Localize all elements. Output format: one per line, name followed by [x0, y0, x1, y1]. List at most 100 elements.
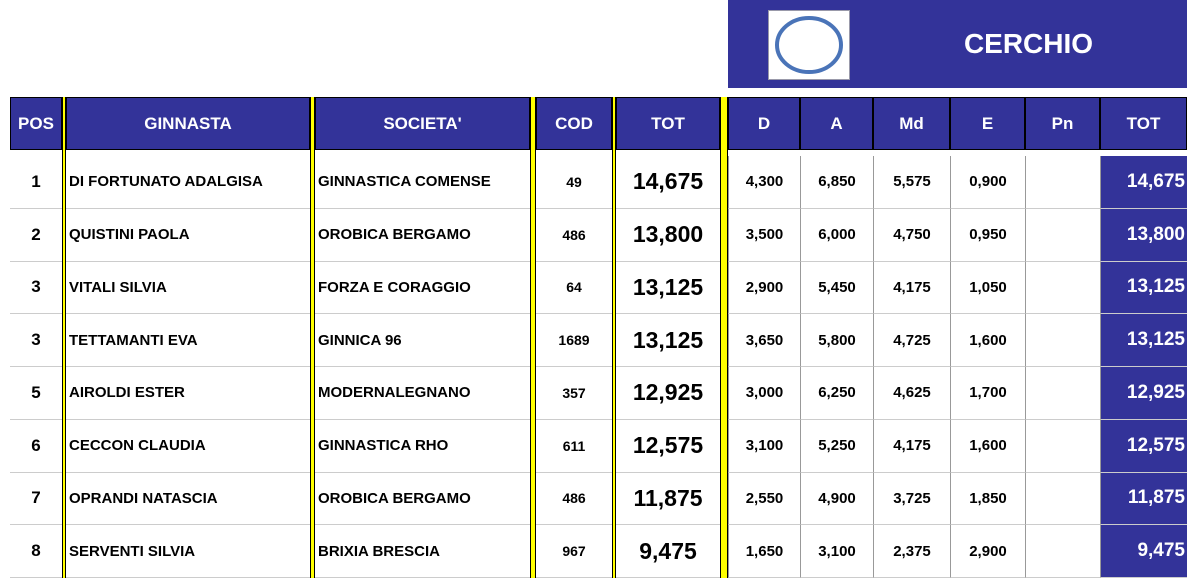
empty-cell	[1025, 472, 1100, 526]
table-cell: 1,050	[950, 261, 1025, 315]
total-score: 13,800	[1100, 208, 1187, 262]
table-cell: 1,850	[950, 472, 1025, 526]
total-score: 11,875	[1100, 472, 1187, 526]
table-cell: 13,125	[616, 262, 720, 315]
table-cell: GINNICA 96	[315, 314, 530, 367]
column-header: TOT	[616, 97, 720, 150]
table-cell: 5,250	[800, 419, 873, 473]
table-cell: OPRANDI NATASCIA	[66, 473, 310, 526]
table-cell: 5,800	[800, 314, 873, 367]
apparatus-title: CERCHIO	[963, 28, 1094, 59]
table-cell: 1,700	[950, 367, 1025, 420]
table-cell: 14,675	[616, 156, 720, 209]
hoop-icon	[775, 16, 843, 74]
table-cell: 3	[10, 262, 62, 315]
table-cell: 2,550	[728, 472, 800, 526]
table-cell: 1,600	[950, 419, 1025, 473]
empty-cell	[1025, 419, 1100, 473]
table-cell: 4,625	[873, 367, 950, 420]
table-cell: 3,650	[728, 314, 800, 367]
table-cell: MODERNALEGNANO	[315, 367, 530, 420]
table-cell: 64	[536, 262, 612, 315]
table-cell: CECCON CLAUDIA	[66, 420, 310, 473]
table-cell: 4,175	[873, 261, 950, 315]
table-cell: 6	[10, 420, 62, 473]
apparatus-icon	[768, 10, 850, 80]
table-cell: FORZA E CORAGGIO	[315, 262, 530, 315]
column-header: COD	[536, 97, 612, 150]
empty-cell	[1025, 261, 1100, 315]
table-cell: 4,300	[728, 156, 800, 209]
table-cell: 7	[10, 473, 62, 526]
table-cell: 4,900	[800, 472, 873, 526]
table-cell: 1689	[536, 314, 612, 367]
table-cell: 486	[536, 209, 612, 262]
table-cell: 3,000	[728, 367, 800, 420]
table-cell: 5,450	[800, 261, 873, 315]
total-score: 13,125	[1100, 314, 1187, 367]
column-separator	[612, 97, 616, 578]
column-separator	[530, 97, 536, 578]
column-header: A	[800, 97, 873, 150]
table-cell: GINNASTICA RHO	[315, 420, 530, 473]
table-cell: 4,175	[873, 419, 950, 473]
table-cell: OROBICA BERGAMO	[315, 473, 530, 526]
total-score: 12,575	[1100, 419, 1187, 473]
table-cell: BRIXIA BRESCIA	[315, 525, 530, 578]
table-cell: 12,575	[616, 420, 720, 473]
table-cell: VITALI SILVIA	[66, 262, 310, 315]
table-cell: 6,000	[800, 208, 873, 262]
table-cell: QUISTINI PAOLA	[66, 209, 310, 262]
table-cell: DI FORTUNATO ADALGISA	[66, 156, 310, 209]
table-cell: OROBICA BERGAMO	[315, 209, 530, 262]
table-cell: 6,850	[800, 156, 873, 209]
empty-cell	[1025, 367, 1100, 420]
table-cell: SERVENTI SILVIA	[66, 525, 310, 578]
table-cell: 0,900	[950, 156, 1025, 209]
total-score: 14,675	[1100, 156, 1187, 209]
table-cell: 4,725	[873, 314, 950, 367]
empty-cell	[1025, 314, 1100, 367]
table-cell: GINNASTICA COMENSE	[315, 156, 530, 209]
column-header: Pn	[1025, 97, 1100, 150]
table-cell: 357	[536, 367, 612, 420]
column-header: D	[728, 97, 800, 150]
table-cell: TETTAMANTI EVA	[66, 314, 310, 367]
table-cell: 3,500	[728, 208, 800, 262]
table-cell: 611	[536, 420, 612, 473]
table-cell: 3	[10, 314, 62, 367]
column-header: E	[950, 97, 1025, 150]
table-cell: 13,125	[616, 314, 720, 367]
table-cell: 8	[10, 525, 62, 578]
column-separator	[62, 97, 66, 578]
column-header: TOT	[1100, 97, 1187, 150]
table-cell: 2	[10, 209, 62, 262]
table-cell: 3,725	[873, 472, 950, 526]
table-cell: 1	[10, 156, 62, 209]
table-cell: 2,900	[950, 525, 1025, 578]
table-cell: 4,750	[873, 208, 950, 262]
column-header: POS	[10, 97, 62, 150]
table-cell: 12,925	[616, 367, 720, 420]
table-cell: AIROLDI ESTER	[66, 367, 310, 420]
table-cell: 967	[536, 525, 612, 578]
column-header: Md	[873, 97, 950, 150]
table-cell: 13,800	[616, 209, 720, 262]
table-cell: 5	[10, 367, 62, 420]
total-score: 13,125	[1100, 261, 1187, 315]
table-cell: 49	[536, 156, 612, 209]
column-separator	[720, 97, 728, 578]
table-cell: 9,475	[616, 525, 720, 578]
table-cell: 486	[536, 473, 612, 526]
table-cell: 3,100	[728, 419, 800, 473]
column-separator	[310, 97, 315, 578]
table-cell: 2,900	[728, 261, 800, 315]
table-cell: 2,375	[873, 525, 950, 578]
total-score: 12,925	[1100, 367, 1187, 420]
empty-cell	[1025, 525, 1100, 578]
total-score: 9,475	[1100, 525, 1187, 578]
empty-cell	[1025, 208, 1100, 262]
column-header: SOCIETA'	[315, 97, 530, 150]
empty-cell	[1025, 156, 1100, 209]
